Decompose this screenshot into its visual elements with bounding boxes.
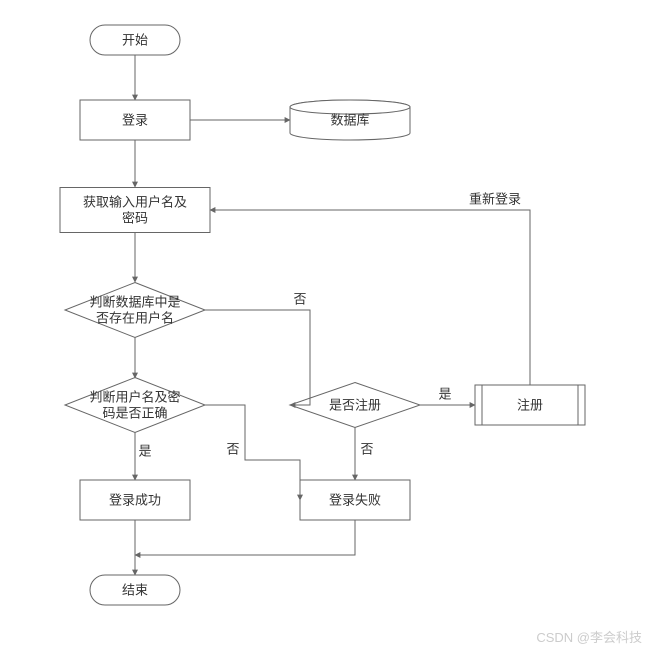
svg-text:判断用户名及密: 判断用户名及密 [89,389,180,404]
svg-text:是: 是 [138,443,151,458]
svg-text:注册: 注册 [517,397,543,412]
svg-text:登录成功: 登录成功 [109,492,161,507]
edge-8: 否 [355,427,374,480]
svg-text:结束: 结束 [122,582,148,597]
edge-6: 是 [135,432,152,480]
node-success: 登录成功 [80,480,190,520]
svg-text:数据库: 数据库 [330,112,369,127]
svg-text:登录: 登录 [122,112,148,127]
edge-10: 重新登录 [210,191,530,385]
svg-text:否存在用户名: 否存在用户名 [96,310,174,325]
node-checkUser: 判断数据库中是否存在用户名 [65,283,205,338]
node-db: 数据库 [290,100,410,140]
svg-text:是否注册: 是否注册 [329,397,381,412]
edge-7: 否 [205,405,300,500]
node-checkPwd: 判断用户名及密码是否正确 [65,378,205,433]
node-start: 开始 [90,25,180,55]
svg-text:码是否正确: 码是否正确 [102,405,167,420]
node-getInput: 获取输入用户名及密码 [60,188,210,233]
svg-text:登录失败: 登录失败 [329,492,381,507]
svg-text:否: 否 [226,441,239,456]
svg-text:判断数据库中是: 判断数据库中是 [89,294,180,309]
node-fail: 登录失败 [300,480,410,520]
svg-text:是: 是 [438,386,451,401]
svg-text:获取输入用户名及: 获取输入用户名及 [83,194,187,209]
node-end: 结束 [90,575,180,605]
svg-text:密码: 密码 [122,210,148,225]
svg-text:重新登录: 重新登录 [469,191,521,206]
edge-9: 是 [420,386,475,405]
svg-text:开始: 开始 [122,32,148,47]
svg-text:否: 否 [360,441,373,456]
node-register: 注册 [475,385,585,425]
svg-text:否: 否 [293,291,306,306]
watermark-text: CSDN @李会科技 [536,627,642,646]
flowchart-canvas: 开始登录数据库获取输入用户名及密码判断数据库中是否存在用户名判断用户名及密码是否… [0,0,654,654]
node-login: 登录 [80,100,190,140]
edge-5: 否 [205,291,310,405]
edge-12 [135,520,355,555]
